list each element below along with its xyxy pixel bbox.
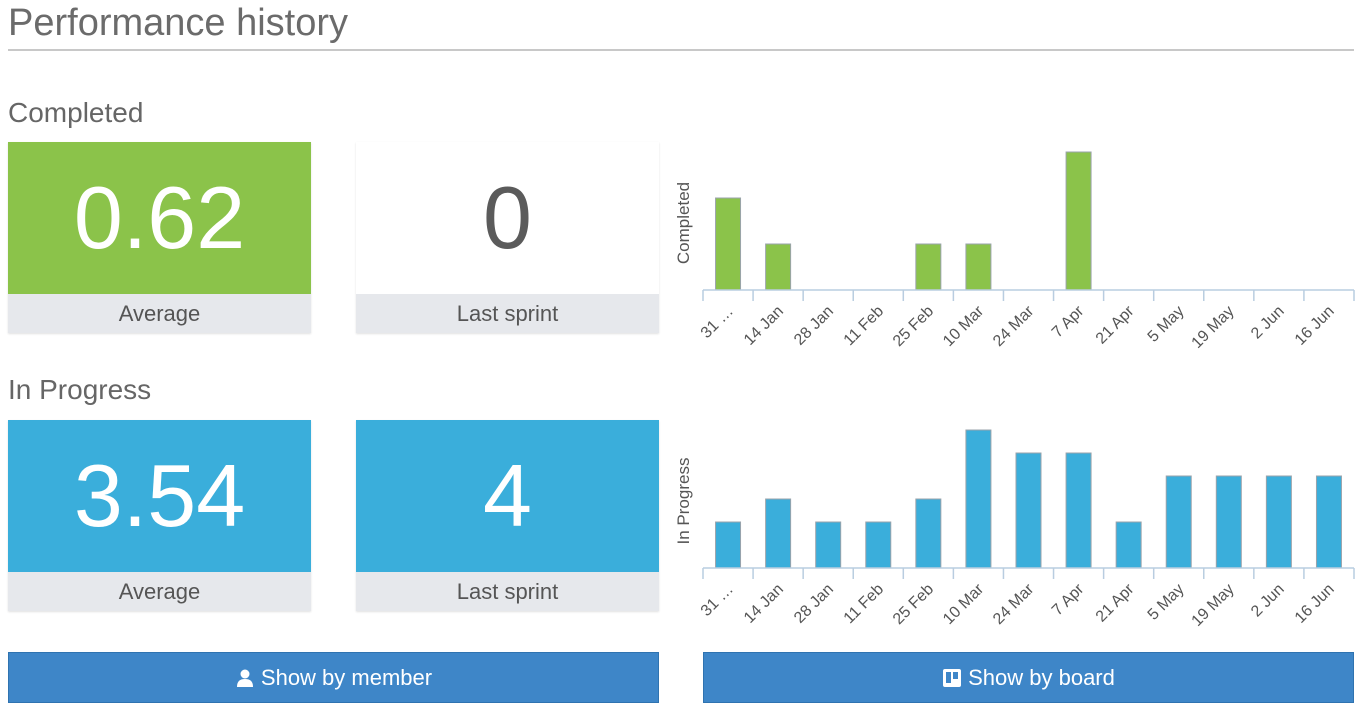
completed-chart-bar-4[interactable] bbox=[915, 243, 942, 291]
in-progress-last-sprint-label: Last sprint bbox=[356, 572, 659, 611]
in-progress-last-sprint-value: 4 bbox=[483, 446, 532, 545]
title-divider bbox=[8, 49, 1354, 51]
in-progress-chart-bar-8[interactable] bbox=[1115, 521, 1142, 569]
completed-chart-y-axis-label: Completed bbox=[674, 182, 693, 264]
in-progress-chart-x-tick-label: 31 … bbox=[698, 581, 737, 620]
completed-chart-bar-1[interactable] bbox=[765, 243, 792, 291]
in-progress-chart-x-tick-label: 19 May bbox=[1189, 581, 1238, 630]
completed-chart-bar-0[interactable] bbox=[715, 197, 742, 291]
completed-average-value: 0.62 bbox=[73, 168, 246, 267]
in-progress-chart-bar-2[interactable] bbox=[815, 521, 842, 569]
in-progress-chart-bar-0[interactable] bbox=[715, 521, 742, 569]
in-progress-chart-x-tick-label: 25 Feb bbox=[890, 581, 937, 628]
completed-chart-bar-5[interactable] bbox=[965, 243, 992, 291]
completed-chart-x-tick-label: 28 Jan bbox=[791, 303, 837, 349]
completed-chart-x-tick-label: 5 May bbox=[1145, 303, 1188, 346]
in-progress-chart-bar-7[interactable] bbox=[1065, 452, 1092, 569]
completed-average-label: Average bbox=[8, 294, 311, 333]
completed-chart-x-tick-label: 2 Jun bbox=[1248, 303, 1288, 343]
in-progress-last-sprint-card: 4 Last sprint bbox=[356, 420, 659, 611]
in-progress-chart-bar-9[interactable] bbox=[1165, 475, 1192, 569]
show-by-board-button[interactable]: Show by board bbox=[703, 652, 1354, 703]
in-progress-chart-bar-1[interactable] bbox=[765, 498, 792, 569]
completed-chart-x-tick-label: 25 Feb bbox=[890, 303, 937, 350]
in-progress-chart-x-tick-label: 24 Mar bbox=[990, 580, 1038, 628]
page-title: Performance history bbox=[8, 2, 349, 44]
in-progress-chart-x-tick-label: 11 Feb bbox=[841, 581, 887, 627]
in-progress-chart-bar-4[interactable] bbox=[915, 498, 942, 569]
in-progress-chart-bar-10[interactable] bbox=[1215, 475, 1242, 569]
completed-last-sprint-label: Last sprint bbox=[356, 294, 659, 333]
in-progress-chart-bar-3[interactable] bbox=[865, 521, 892, 569]
completed-chart-x-tick-label: 24 Mar bbox=[990, 302, 1038, 350]
in-progress-average-card: 3.54 Average bbox=[8, 420, 311, 611]
in-progress-chart-x-tick-label: 10 Mar bbox=[940, 580, 988, 628]
board-icon bbox=[943, 668, 962, 687]
completed-chart-x-tick-label: 21 Apr bbox=[1093, 302, 1138, 347]
in-progress-average-value: 3.54 bbox=[73, 446, 246, 545]
in-progress-chart-x-tick-label: 2 Jun bbox=[1248, 581, 1288, 621]
in-progress-chart-bar-5[interactable] bbox=[965, 429, 992, 569]
completed-chart-x-tick-label: 11 Feb bbox=[841, 303, 887, 349]
completed-chart-x-tick-label: 19 May bbox=[1189, 303, 1238, 352]
user-icon bbox=[236, 669, 253, 687]
completed-section-title: Completed bbox=[8, 97, 144, 128]
in-progress-chart-x-tick-label: 5 May bbox=[1145, 581, 1188, 624]
in-progress-chart-bar-6[interactable] bbox=[1015, 452, 1042, 569]
completed-chart-bar-7[interactable] bbox=[1065, 151, 1092, 291]
in-progress-section-title: In Progress bbox=[8, 374, 152, 405]
completed-bar-chart: Completed 31 … 14 Jan 28 Jan 11 Feb 25 Feb 10 … bbox=[674, 151, 1355, 352]
completed-chart-x-tick-label: 16 Jun bbox=[1292, 303, 1338, 349]
completed-chart-x-tick-label: 10 Mar bbox=[940, 302, 988, 350]
show-by-member-label: Show by member bbox=[260, 664, 433, 690]
show-by-member-button[interactable]: Show by member bbox=[8, 652, 659, 703]
in-progress-chart-bar-11[interactable] bbox=[1265, 475, 1292, 569]
in-progress-chart-x-tick-label: 14 Jan bbox=[741, 581, 787, 627]
completed-last-sprint-value: 0 bbox=[483, 168, 532, 267]
in-progress-average-label: Average bbox=[8, 572, 311, 611]
in-progress-chart-x-tick-label: 7 Apr bbox=[1049, 580, 1088, 619]
in-progress-chart-x-tick-label: 21 Apr bbox=[1093, 580, 1138, 625]
completed-last-sprint-card: 0 Last sprint bbox=[356, 142, 659, 333]
show-by-board-label: Show by board bbox=[968, 664, 1115, 690]
in-progress-chart-y-axis-label: In Progress bbox=[674, 458, 693, 545]
in-progress-chart-bar-12[interactable] bbox=[1315, 475, 1342, 569]
completed-chart-x-tick-label: 7 Apr bbox=[1049, 302, 1088, 341]
in-progress-chart-x-tick-label: 16 Jun bbox=[1292, 581, 1338, 627]
in-progress-chart-x-tick-label: 28 Jan bbox=[791, 581, 837, 627]
completed-chart-x-tick-label: 14 Jan bbox=[741, 303, 787, 349]
completed-average-card: 0.62 Average bbox=[8, 142, 311, 333]
completed-chart-x-tick-label: 31 … bbox=[698, 303, 737, 342]
